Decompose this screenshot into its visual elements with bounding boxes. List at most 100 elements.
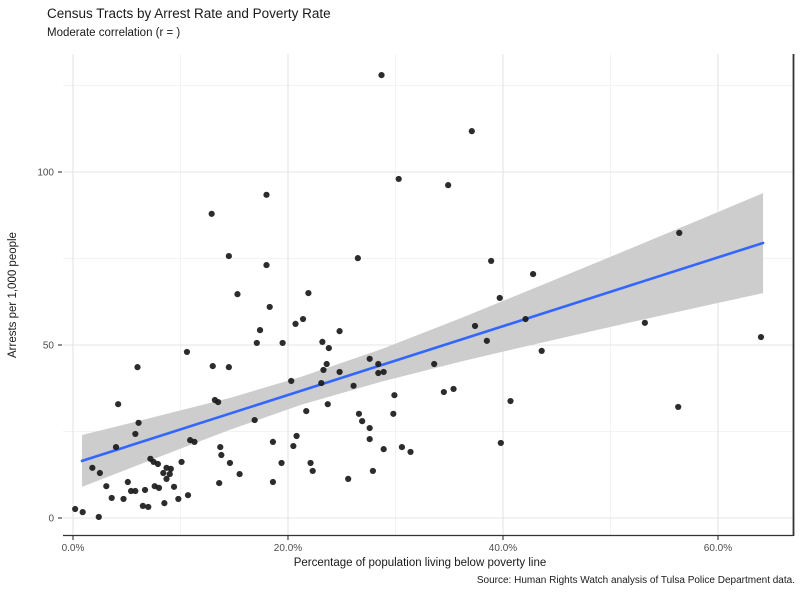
- data-point: [471, 322, 479, 330]
- data-point: [96, 469, 103, 477]
- data-point: [299, 315, 307, 323]
- data-point: [483, 337, 490, 344]
- data-point: [354, 255, 361, 262]
- y-tick-label: 100: [37, 167, 54, 178]
- data-point: [395, 175, 402, 183]
- data-point: [103, 483, 110, 490]
- data-point: [318, 379, 325, 387]
- data-point: [167, 465, 174, 472]
- data-point: [293, 432, 300, 440]
- data-point: [208, 210, 215, 217]
- data-point: [325, 345, 332, 352]
- data-point: [366, 355, 373, 362]
- data-point: [488, 257, 495, 265]
- data-point: [218, 451, 225, 459]
- data-point: [225, 364, 232, 371]
- data-point: [191, 438, 198, 445]
- data-point: [431, 360, 438, 368]
- x-tick-label: 20.0%: [274, 543, 302, 554]
- data-point: [366, 436, 373, 443]
- data-point: [160, 469, 167, 477]
- data-point: [183, 348, 191, 356]
- data-point: [675, 403, 682, 411]
- data-point: [175, 495, 182, 503]
- data-point: [757, 333, 765, 341]
- data-point: [95, 513, 102, 521]
- data-point: [319, 338, 326, 345]
- data-point: [184, 492, 192, 499]
- data-point: [263, 261, 270, 269]
- y-tick-label: 0: [48, 514, 54, 525]
- data-point: [497, 439, 504, 447]
- data-point: [72, 505, 79, 513]
- data-point: [320, 366, 327, 374]
- data-point: [380, 368, 387, 376]
- data-point: [170, 483, 178, 490]
- data-point: [336, 328, 343, 335]
- data-point: [641, 319, 648, 326]
- data-point: [89, 464, 96, 471]
- data-point: [161, 500, 168, 507]
- data-point: [112, 443, 120, 451]
- data-point: [127, 487, 135, 495]
- data-point: [350, 382, 357, 389]
- data-point: [154, 460, 162, 468]
- data-point: [390, 410, 397, 417]
- data-point: [375, 360, 382, 368]
- confidence-band: [82, 193, 764, 487]
- data-point: [378, 72, 385, 79]
- data-point: [522, 315, 529, 323]
- data-point: [366, 424, 373, 432]
- data-point: [178, 458, 185, 466]
- data-point: [445, 182, 452, 189]
- data-point: [529, 270, 537, 278]
- data-point: [263, 191, 270, 198]
- data-point: [305, 289, 312, 297]
- x-tick-label: 40.0%: [489, 543, 517, 554]
- data-point: [324, 401, 331, 408]
- data-point: [139, 502, 146, 509]
- trend-line: [80, 241, 765, 463]
- data-point: [141, 486, 149, 494]
- data-point: [108, 494, 115, 502]
- data-point: [166, 470, 173, 478]
- data-point: [115, 401, 122, 408]
- data-point: [380, 446, 387, 453]
- data-point: [375, 369, 382, 377]
- x-tick-label: 60.0%: [704, 543, 732, 554]
- data-point: [251, 416, 258, 424]
- data-point: [369, 467, 377, 475]
- x-axis-title: Percentage of population living below po…: [293, 557, 547, 569]
- data-point: [134, 364, 141, 371]
- data-point: [391, 392, 398, 399]
- data-point: [355, 410, 363, 417]
- data-point: [676, 229, 683, 236]
- data-point: [290, 442, 297, 450]
- data-point: [155, 484, 163, 492]
- data-point: [256, 327, 264, 334]
- x-tick-label: 0.0%: [62, 543, 85, 554]
- data-point: [269, 438, 277, 445]
- data-point: [253, 339, 260, 347]
- chart-subtitle: Moderate correlation (r = ): [47, 27, 181, 39]
- data-point: [266, 303, 273, 311]
- data-point: [507, 397, 514, 405]
- data-point: [292, 320, 299, 327]
- data-point: [225, 252, 232, 260]
- data-point: [345, 475, 352, 483]
- data-point: [226, 459, 234, 467]
- data-point: [309, 467, 316, 475]
- data-point: [79, 509, 86, 516]
- data-point: [163, 475, 170, 483]
- source-caption: Source: Human Rights Watch analysis of T…: [476, 575, 795, 586]
- data-point: [496, 294, 503, 302]
- data-point: [538, 347, 545, 354]
- data-point: [120, 495, 127, 503]
- data-point: [236, 470, 243, 478]
- data-point: [407, 448, 414, 456]
- data-point: [269, 478, 277, 486]
- data-point: [145, 503, 152, 511]
- data-point: [359, 418, 366, 425]
- data-point: [215, 398, 222, 406]
